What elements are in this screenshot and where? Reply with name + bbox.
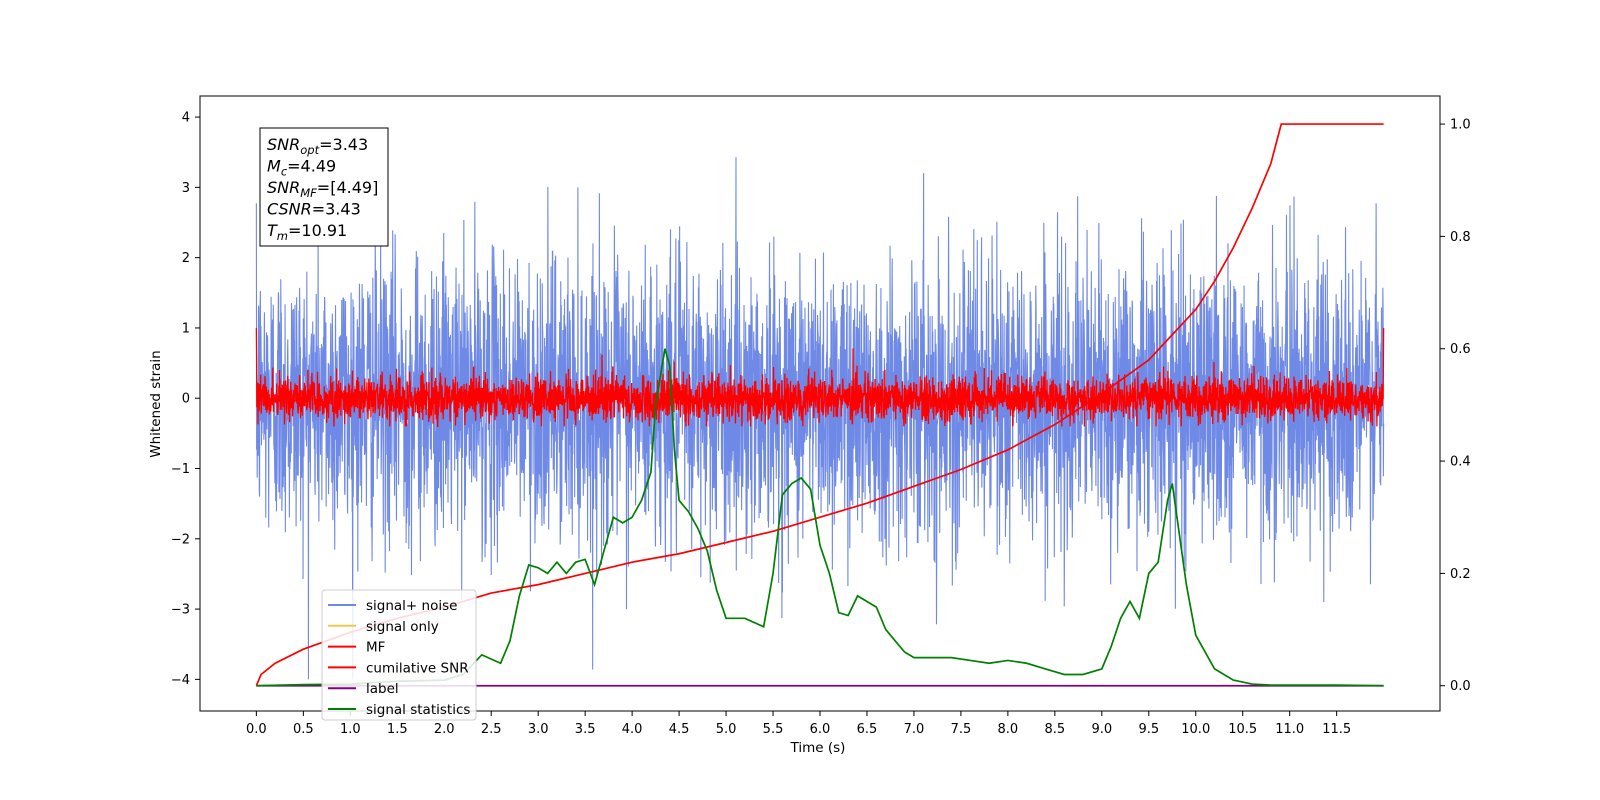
x-tick-label: 4.5: [669, 722, 690, 737]
legend-label: cumilative SNR: [366, 660, 469, 676]
x-tick-label: 4.0: [622, 722, 643, 737]
annotation-line: SNRopt=3.43: [267, 135, 368, 157]
x-tick-label: 9.0: [1091, 722, 1112, 737]
left-y-tick-label: −1: [171, 462, 190, 477]
x-tick-label: 5.0: [716, 722, 737, 737]
left-y-tick-label: 2: [182, 251, 190, 266]
x-tick-label: 1.5: [387, 722, 408, 737]
right-y-tick-label: 0.8: [1450, 230, 1471, 245]
x-axis-label: Time (s): [790, 740, 846, 756]
legend-label: signal only: [366, 619, 439, 635]
x-tick-label: 3.0: [528, 722, 549, 737]
right-y-tick-label: 0.6: [1450, 342, 1471, 357]
x-tick-label: 10.5: [1228, 722, 1257, 737]
annotation-line: SNRMF=[4.49]: [267, 178, 378, 200]
left-y-tick-label: −4: [171, 673, 190, 688]
series-signal-statistics-line: [256, 348, 1384, 687]
x-tick-label: 1.0: [340, 722, 361, 737]
left-y-axis-label: Whitened strain: [148, 350, 164, 457]
right-y-tick-label: 0.4: [1450, 455, 1471, 470]
annotation-line: CSNR=3.43: [267, 200, 361, 219]
x-tick-label: 7.0: [904, 722, 925, 737]
right-y-tick-label: 0.0: [1450, 679, 1471, 694]
x-tick-label: 8.5: [1045, 722, 1066, 737]
legend-label: label: [366, 681, 399, 697]
left-y-tick-label: 4: [182, 111, 190, 126]
x-tick-label: 3.5: [575, 722, 596, 737]
left-y-tick-label: 1: [182, 321, 190, 336]
left-y-tick-label: 3: [182, 181, 190, 196]
left-y-tick-label: −3: [171, 603, 190, 618]
right-y-axis: 0.0 0.2 0.4 0.6 0.8 1.0: [1440, 118, 1471, 694]
left-y-tick-label: −2: [171, 532, 190, 547]
x-tick-label: 0.5: [293, 722, 314, 737]
right-y-tick-label: 1.0: [1450, 118, 1471, 133]
legend-frame: [321, 589, 477, 721]
x-tick-label: 6.5: [857, 722, 878, 737]
annotation-line: Tm=10.91: [267, 221, 347, 243]
annotation-frame: [259, 127, 389, 247]
x-tick-label: 5.5: [763, 722, 784, 737]
x-tick-label: 8.0: [998, 722, 1019, 737]
x-tick-label: 2.0: [434, 722, 455, 737]
x-tick-label: 9.5: [1138, 722, 1159, 737]
x-tick-label: 11.0: [1275, 722, 1304, 737]
right-y-tick-label: 0.2: [1450, 567, 1471, 582]
left-y-tick-label: 0: [182, 392, 190, 407]
legend-label: signal+ noise: [366, 598, 457, 614]
legend: signal+ noise signal only MF cumilative SNR…: [321, 589, 477, 721]
x-tick-label: 11.5: [1322, 722, 1351, 737]
annotation-line: Mc=4.49: [267, 157, 336, 179]
x-tick-label: 2.5: [481, 722, 502, 737]
x-axis: 0.0 0.5 1.0 1.5 2.0 2.5 3.0 3.5 4.0 4.5 5.0 5.5 6.0 6…: [246, 711, 1351, 737]
x-tick-label: 7.5: [951, 722, 972, 737]
x-tick-label: 0.0: [246, 722, 267, 737]
legend-label: signal statistics: [366, 702, 470, 718]
legend-label: MF: [366, 640, 385, 656]
left-y-axis: −4 −3 −2 −1 0 1 2 3 4: [171, 111, 200, 688]
x-tick-label: 6.0: [810, 722, 831, 737]
x-tick-label: 10.0: [1181, 722, 1210, 737]
series-mf-line: [255, 327, 1385, 427]
